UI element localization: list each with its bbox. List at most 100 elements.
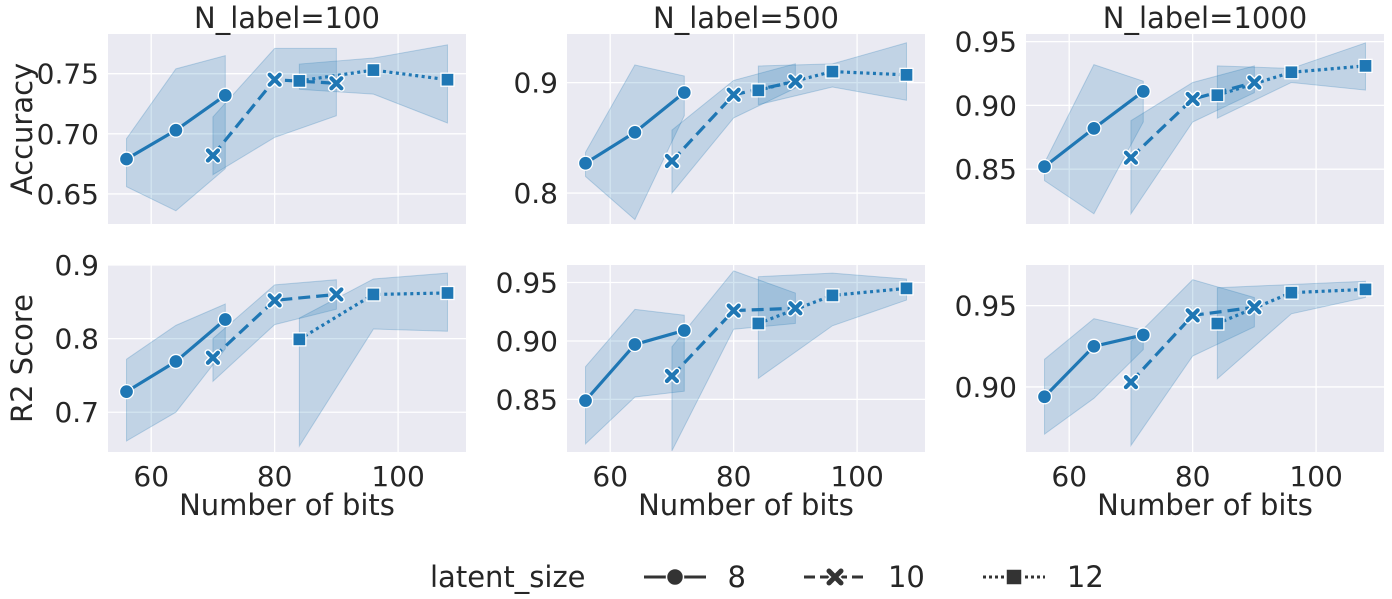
y-tick-label: 0.85 (496, 383, 558, 416)
marker-circle (1135, 83, 1151, 100)
confidence-band-8 (1044, 63, 1144, 215)
y-tick-label: 0.8 (54, 323, 99, 356)
legend-label-10: 10 (887, 560, 925, 594)
x-tick-label: 80 (1175, 460, 1211, 493)
marker-circle (676, 322, 692, 339)
marker-x (664, 153, 680, 169)
marker-x (1123, 150, 1139, 165)
marker-circle (627, 124, 643, 140)
confidence-band-12 (298, 44, 448, 124)
y-tick-label: 0.70 (37, 118, 99, 151)
series-line-12 (299, 68, 448, 83)
marker-x (664, 368, 680, 384)
x-tick-label: 100 (1289, 460, 1342, 493)
marker-square (292, 332, 307, 347)
marker-x (1123, 374, 1139, 390)
marker-square (1210, 316, 1225, 331)
marker-square (751, 83, 766, 98)
marker-square (1358, 282, 1373, 297)
y-tick-label: 0.9 (54, 249, 99, 282)
marker-circle (1086, 120, 1102, 137)
marker-circle (1036, 389, 1053, 405)
panel-title: N_label=500 (653, 1, 839, 35)
marker-square (1284, 65, 1299, 80)
marker-square (292, 73, 307, 89)
panel-background (1026, 265, 1384, 452)
y-tick-label: 0.90 (955, 371, 1017, 404)
series-line-10 (1129, 80, 1255, 159)
panel-3: 0.85 0.90 0.95 N_label=1000 (955, 1, 1384, 224)
confidence-band-8 (585, 64, 685, 221)
confidence-band-8 (126, 303, 226, 442)
x-tick-label: 60 (133, 460, 169, 493)
x-axis-label: Number of bits (638, 488, 854, 522)
marker-x (329, 76, 344, 91)
marker-circle (217, 311, 233, 328)
legend-entry-10: 10 (803, 560, 925, 594)
marker-x (1185, 91, 1200, 107)
marker-circle (118, 151, 135, 167)
x-tick-label: 60 (592, 460, 628, 493)
panel-2: 0.8 0.9 N_label=500 (513, 1, 925, 224)
x-tick-label: 100 (830, 460, 883, 493)
legend-entry-8: 8 (643, 560, 746, 594)
panel-title: N_label=100 (194, 1, 380, 35)
marker-circle (217, 87, 233, 103)
x-axis-label: Number of bits (1097, 488, 1313, 522)
x-tick-label: 60 (1051, 460, 1087, 493)
y-axis-label: R2 Score (5, 294, 39, 423)
marker-square (899, 281, 914, 296)
confidence-band-12 (298, 272, 448, 448)
marker-x (205, 148, 221, 163)
series-line-10 (211, 292, 337, 359)
y-tick-label: 0.9 (513, 67, 558, 100)
marker-x (267, 293, 282, 308)
marker-square (825, 288, 840, 303)
marker-circle (1036, 158, 1053, 175)
x-axis-label: Number of bits (179, 488, 395, 522)
panel-title: N_label=1000 (1103, 1, 1307, 35)
marker-circle (577, 392, 594, 409)
x-tick-label: 100 (371, 460, 424, 493)
legend-label-8: 8 (727, 560, 746, 594)
y-tick-label: 0.95 (955, 26, 1017, 59)
marker-circle (1135, 327, 1151, 343)
marker-square (825, 64, 840, 79)
marker-circle (168, 122, 184, 138)
marker-circle (1086, 338, 1102, 354)
y-axis-label: Accuracy (5, 63, 39, 195)
y-tick-label: 0.90 (955, 89, 1017, 122)
marker-square (366, 287, 381, 302)
x-tick-label: 80 (257, 460, 293, 493)
marker-circle (577, 155, 594, 171)
confidence-band-10 (671, 270, 796, 452)
panel-background (567, 34, 925, 224)
legend-swatch-circle-solid (643, 567, 706, 587)
marker-x (1247, 300, 1262, 315)
x-tick-label: 80 (716, 460, 752, 493)
marker-square (899, 67, 914, 83)
panel-background (108, 34, 466, 224)
marker-square (440, 72, 455, 87)
marker-square (1358, 58, 1373, 74)
marker-circle (118, 383, 135, 400)
panel-background (567, 265, 925, 452)
marker-square (366, 62, 381, 78)
marker-square (440, 285, 455, 301)
legend-swatch-square-dotted (982, 568, 1045, 586)
confidence-band-8 (585, 308, 685, 445)
marker-x (726, 303, 741, 318)
confidence-band-12 (757, 272, 907, 380)
confidence-band-10 (1130, 65, 1255, 216)
legend: latent_size 8 10 12 (430, 555, 1162, 599)
marker-x (788, 74, 803, 89)
marker-square (1284, 285, 1299, 300)
confidence-band-10 (212, 279, 337, 383)
marker-square (1210, 88, 1225, 103)
marker-x (329, 287, 344, 302)
marker-square (751, 316, 766, 331)
